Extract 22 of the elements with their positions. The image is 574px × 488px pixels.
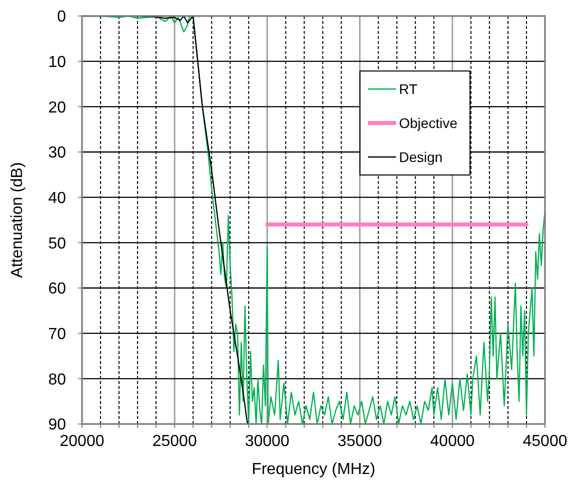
y-tick-label: 30 — [48, 144, 66, 162]
legend-label: Design — [399, 148, 443, 165]
y-tick-label: 50 — [48, 235, 66, 252]
y-tick-label: 0 — [57, 8, 66, 26]
y-tick-label: 40 — [48, 190, 66, 207]
legend-label: RT — [399, 80, 418, 97]
x-tick-label: 35000 — [338, 433, 382, 450]
x-tick-label: 40000 — [430, 433, 475, 450]
y-tick-label: 70 — [48, 326, 66, 343]
y-tick-label: 60 — [48, 280, 66, 298]
x-tick-label: 20000 — [60, 433, 104, 450]
y-axis-title: Attenuation (dB) — [9, 162, 26, 278]
x-tick-label: 25000 — [152, 433, 197, 450]
x-tick-label: 45000 — [522, 433, 568, 450]
y-tick-label: 20 — [48, 99, 66, 116]
y-tick-label: 90 — [48, 416, 66, 434]
x-tick-label: 30000 — [244, 433, 290, 450]
x-axis-title: Frequency (MHz) — [252, 461, 376, 478]
legend-label: Objective — [399, 114, 458, 131]
y-tick-label: 10 — [48, 54, 66, 71]
line-series — [82, 16, 545, 424]
y-tick-label: 80 — [48, 371, 66, 388]
